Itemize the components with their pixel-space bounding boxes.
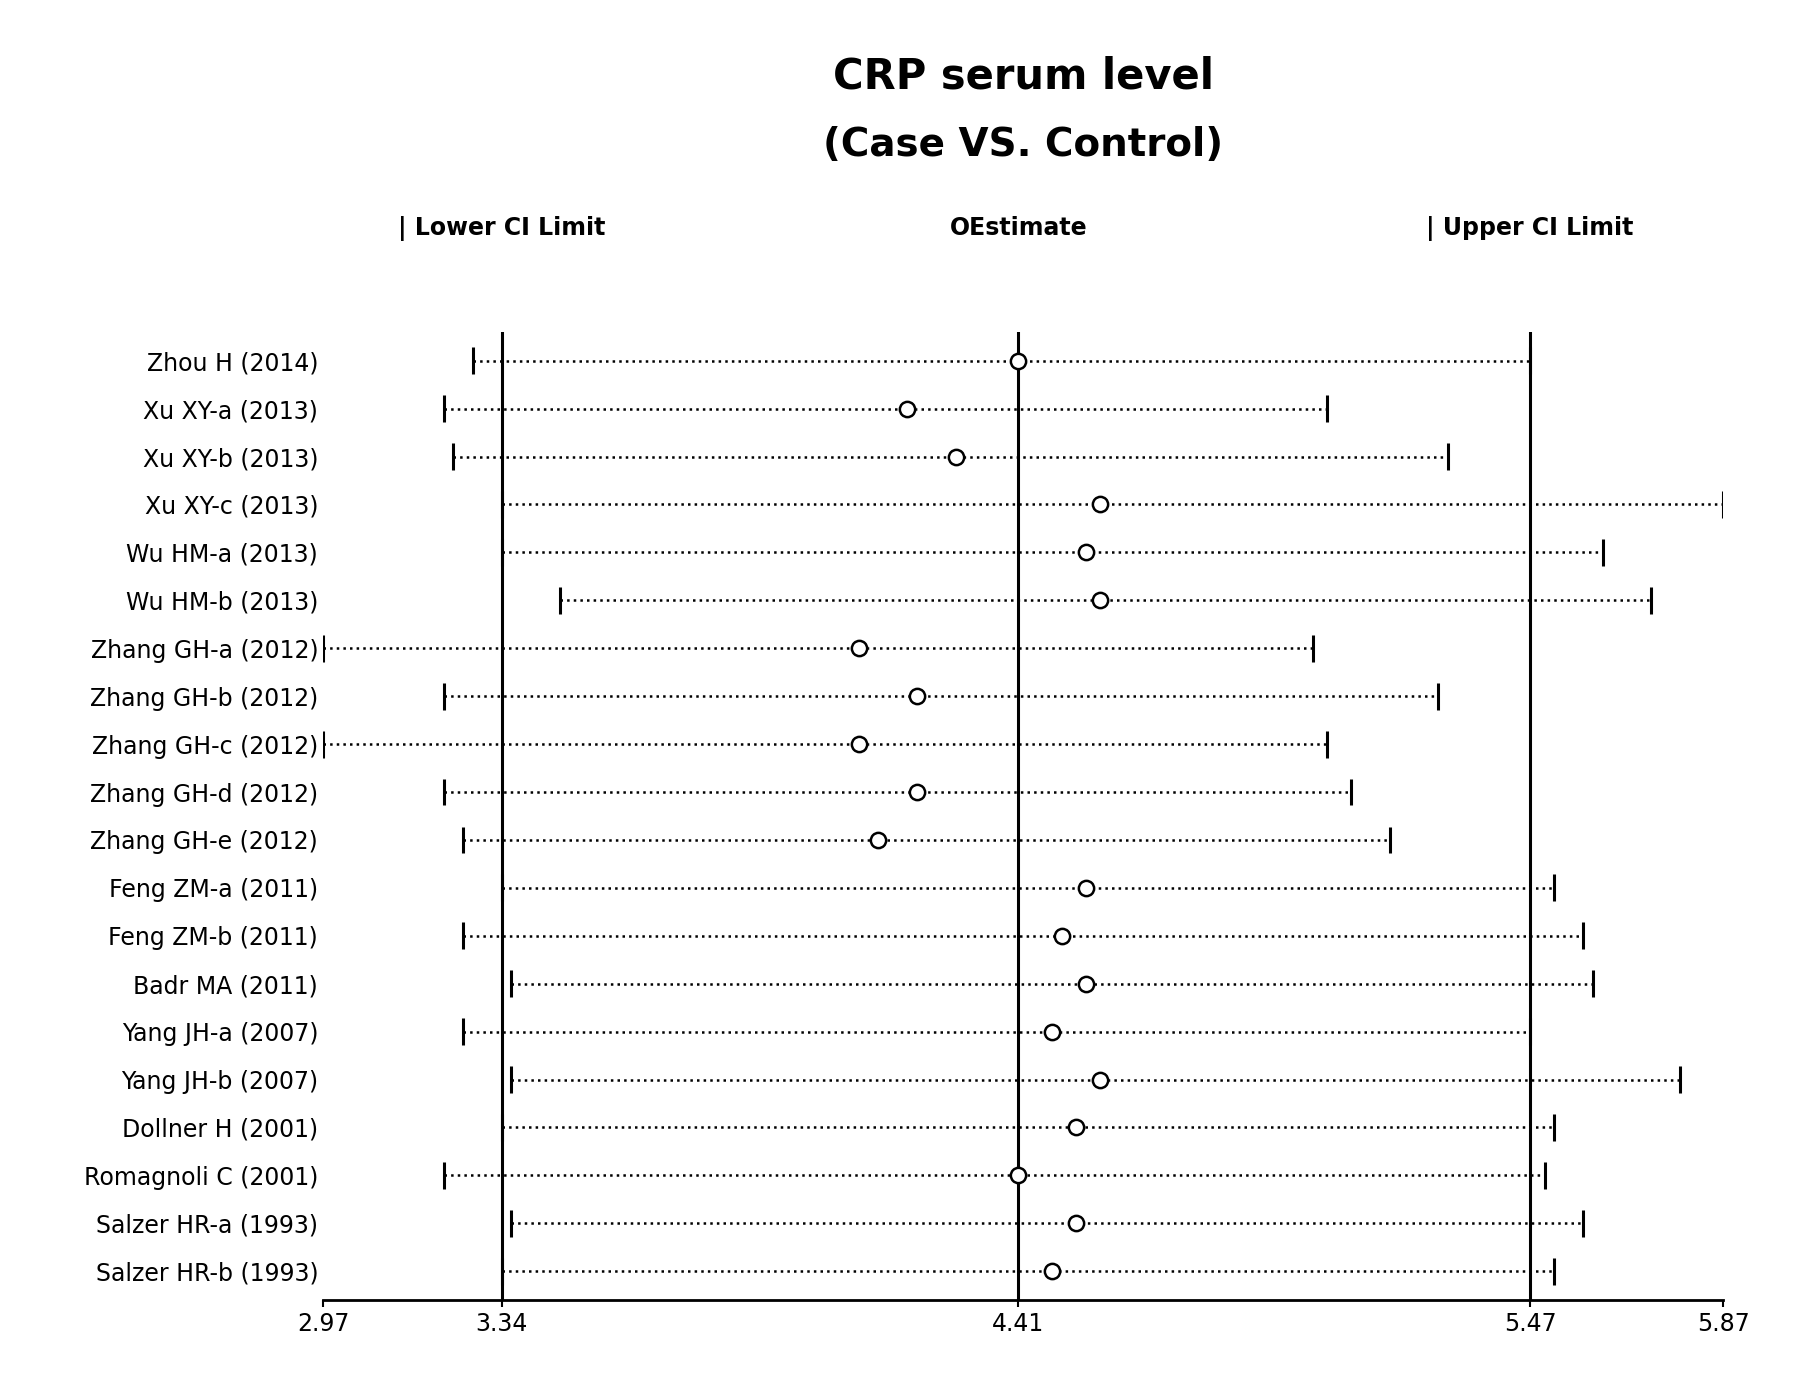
Text: | Lower CI Limit: | Lower CI Limit [398,216,605,241]
Text: | Upper CI Limit: | Upper CI Limit [1427,216,1633,241]
Text: (Case VS. Control): (Case VS. Control) [824,126,1222,165]
Text: OEstimate: OEstimate [950,216,1088,241]
Text: CRP serum level: CRP serum level [833,55,1213,97]
